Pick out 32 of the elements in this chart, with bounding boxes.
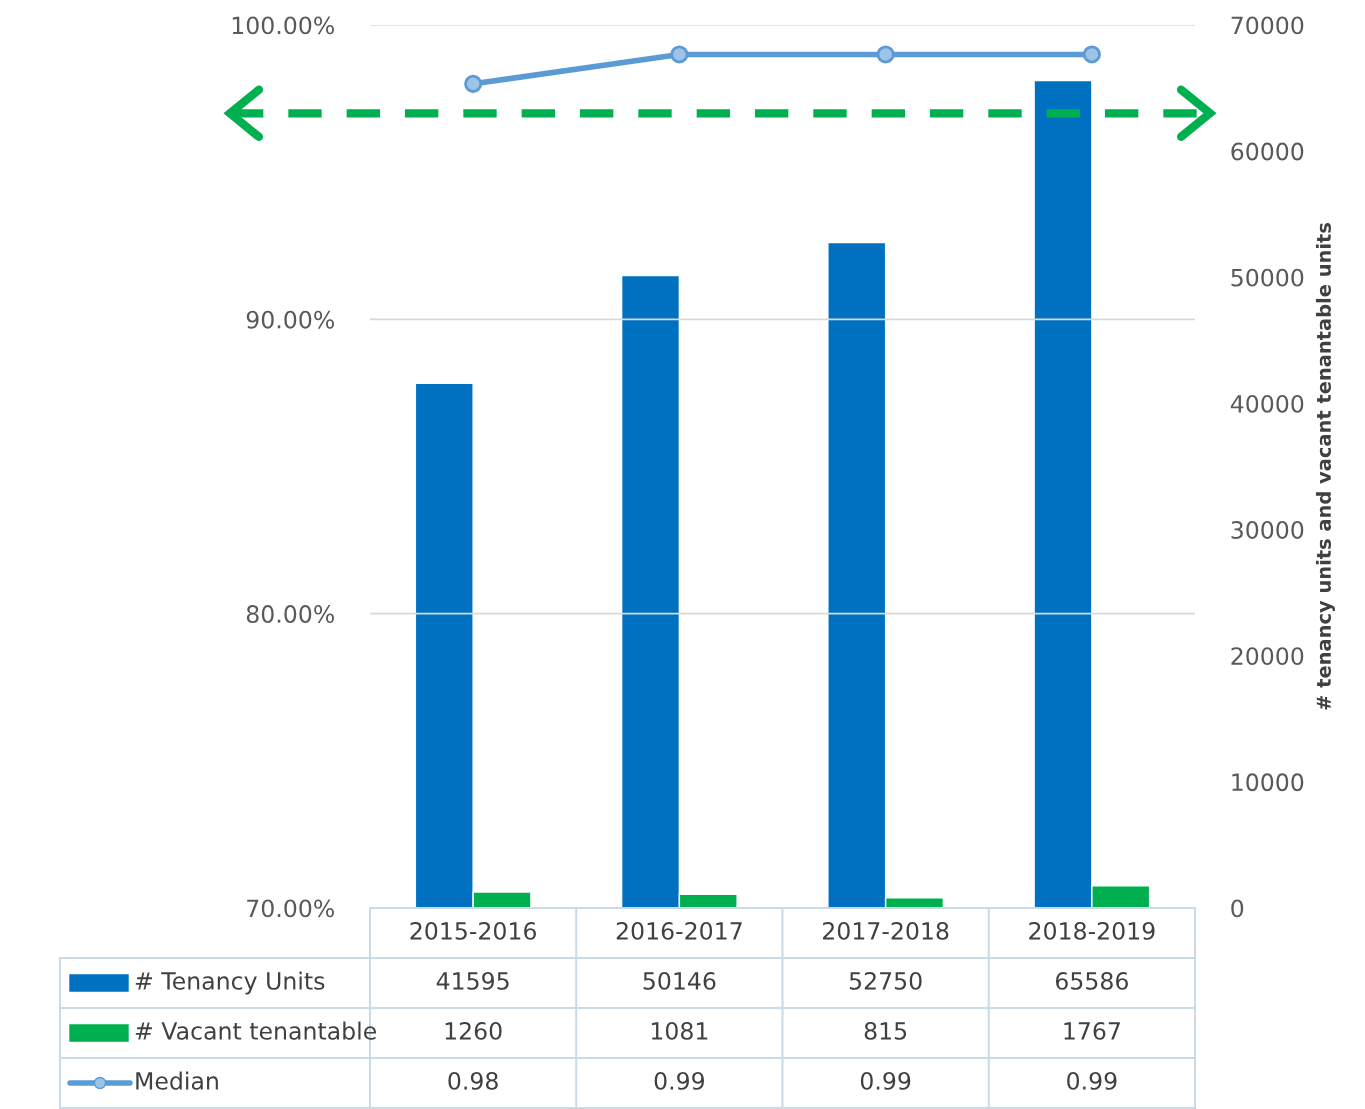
x-tick-label: 2016-2017	[616, 921, 742, 940]
data-label: 1260	[445, 1021, 502, 1040]
data-label: 0.99	[654, 1071, 704, 1090]
y2-tick-label: 20000	[1231, 647, 1304, 666]
x-tick-label: 2017-2018	[823, 921, 949, 940]
y2-tick-label: 40000	[1230, 394, 1304, 413]
data-label: 815	[864, 1021, 907, 1040]
y2-tick-label: 0	[1231, 899, 1244, 918]
data-label: 50146	[643, 971, 716, 990]
y2-tick-label: 50000	[1231, 268, 1304, 287]
y-tick-label: 90.00%	[246, 310, 334, 329]
x-tick-label: 2018-2019	[1029, 921, 1155, 940]
data-label: 1081	[651, 1021, 708, 1040]
x-tick-label: 2015-2016	[410, 921, 536, 940]
y2-axis-title: # tenancy units and vacant tenantable units	[1315, 223, 1335, 710]
data-label: 65586	[1055, 971, 1128, 990]
data-label: 1767	[1064, 1021, 1120, 1040]
data-label: 41595	[436, 971, 509, 990]
y2-tick-label: 10000	[1232, 773, 1304, 792]
data-label: 0.98	[448, 1071, 498, 1090]
legend-label: # Tenancy Units	[135, 971, 325, 995]
legend-label: Median	[136, 1071, 218, 1090]
y-tick-label: 80.00%	[246, 605, 334, 623]
y-tick-label: 70.00%	[247, 899, 334, 918]
data-label: 52750	[849, 971, 922, 990]
data-label: 0.99	[860, 1071, 911, 1090]
legend-label: # Vacant tenantable	[135, 1021, 376, 1040]
y2-tick-label: 30000	[1231, 521, 1304, 539]
y-tick-label: 100.00%	[232, 16, 334, 35]
y2-tick-label: 60000	[1231, 142, 1304, 161]
data-label: 0.99	[1067, 1071, 1117, 1090]
y2-tick-label: 70000	[1231, 16, 1304, 35]
